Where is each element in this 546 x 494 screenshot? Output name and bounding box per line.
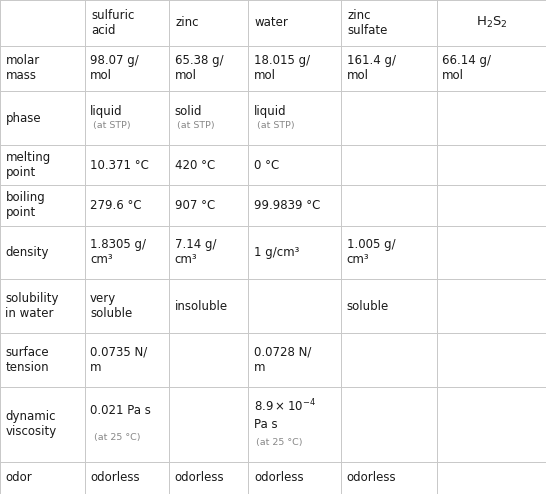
Text: 1.8305 g/
cm³: 1.8305 g/ cm³ [90,239,146,266]
Text: 98.07 g/
mol: 98.07 g/ mol [90,54,139,82]
Text: 0 °C: 0 °C [254,159,279,171]
Text: $8.9\times10^{-4}$: $8.9\times10^{-4}$ [254,398,316,414]
Text: insoluble: insoluble [175,299,228,313]
Text: 0.021 Pa s: 0.021 Pa s [90,404,151,417]
Text: 65.38 g/
mol: 65.38 g/ mol [175,54,223,82]
Text: dynamic
viscosity: dynamic viscosity [5,410,57,438]
Text: $\mathrm{H_2S_2}$: $\mathrm{H_2S_2}$ [476,15,507,30]
Text: density: density [5,246,49,259]
Text: (at 25 °C): (at 25 °C) [94,433,141,442]
Text: 1.005 g/
cm³: 1.005 g/ cm³ [347,239,395,266]
Text: 99.9839 °C: 99.9839 °C [254,199,321,212]
Text: odorless: odorless [90,471,140,485]
Text: 161.4 g/
mol: 161.4 g/ mol [347,54,396,82]
Text: 420 °C: 420 °C [175,159,215,171]
Text: zinc
sulfate: zinc sulfate [348,9,388,37]
Text: 0.0735 N/
m: 0.0735 N/ m [90,346,147,374]
Text: molar
mass: molar mass [5,54,40,82]
Text: water: water [255,16,289,29]
Text: 0.0728 N/
m: 0.0728 N/ m [254,346,311,374]
Text: 18.015 g/
mol: 18.015 g/ mol [254,54,310,82]
Text: 66.14 g/
mol: 66.14 g/ mol [442,54,491,82]
Text: 1 g/cm³: 1 g/cm³ [254,246,299,259]
Text: liquid: liquid [90,105,123,118]
Text: zinc: zinc [176,16,199,29]
Text: (at STP): (at STP) [257,121,294,129]
Text: solubility
in water: solubility in water [5,292,59,320]
Text: odor: odor [5,471,32,485]
Text: melting
point: melting point [5,151,51,179]
Text: 279.6 °C: 279.6 °C [90,199,142,212]
Text: Pa s: Pa s [254,418,277,431]
Text: solid: solid [175,105,202,118]
Text: odorless: odorless [254,471,304,485]
Text: odorless: odorless [347,471,396,485]
Text: (at STP): (at STP) [93,121,130,129]
Text: (at STP): (at STP) [177,121,215,129]
Text: 907 °C: 907 °C [175,199,215,212]
Text: phase: phase [5,112,41,124]
Text: 7.14 g/
cm³: 7.14 g/ cm³ [175,239,216,266]
Text: very
soluble: very soluble [90,292,132,320]
Text: sulfuric
acid: sulfuric acid [91,9,134,37]
Text: surface
tension: surface tension [5,346,49,374]
Text: boiling
point: boiling point [5,191,45,219]
Text: liquid: liquid [254,105,287,118]
Text: odorless: odorless [175,471,224,485]
Text: soluble: soluble [347,299,389,313]
Text: 10.371 °C: 10.371 °C [90,159,149,171]
Text: (at 25 °C): (at 25 °C) [256,438,302,447]
